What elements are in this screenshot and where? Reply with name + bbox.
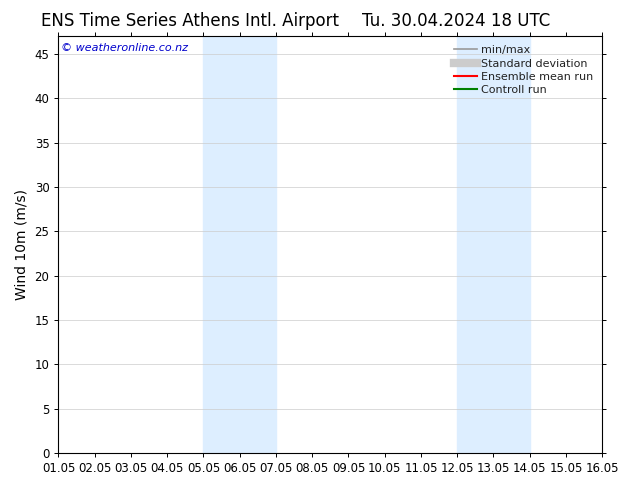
Bar xyxy=(204,36,276,453)
Y-axis label: Wind 10m (m/s): Wind 10m (m/s) xyxy=(15,189,29,300)
Text: ENS Time Series Athens Intl. Airport: ENS Time Series Athens Intl. Airport xyxy=(41,12,339,30)
Bar xyxy=(457,36,530,453)
Legend: min/max, Standard deviation, Ensemble mean run, Controll run: min/max, Standard deviation, Ensemble me… xyxy=(451,42,597,98)
Text: Tu. 30.04.2024 18 UTC: Tu. 30.04.2024 18 UTC xyxy=(363,12,550,30)
Text: © weatheronline.co.nz: © weatheronline.co.nz xyxy=(61,43,188,52)
